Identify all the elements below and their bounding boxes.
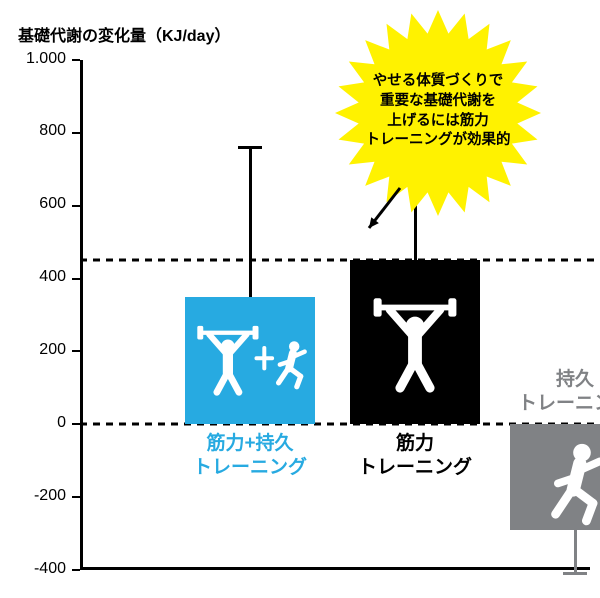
y-tick-label: 600 [6,195,66,213]
y-tick-label: 200 [6,341,66,359]
starburst-text: やせる体質づくりで 重要な基礎代謝を 上げるには筋力 トレーニングが効果的 [358,72,518,150]
errorbar-cap-combined [238,146,262,149]
bar-endurance [510,424,600,530]
y-tick-label: -200 [6,487,66,505]
y-tick-label: 0 [6,414,66,432]
y-axis-title: 基礎代謝の変化量（KJ/day） [18,22,230,46]
y-tick [72,59,80,61]
y-tick [72,205,80,207]
category-label-combined: 筋力+持久 トレーニング [170,432,330,480]
y-tick [72,132,80,134]
y-tick [72,569,80,571]
bar-combined [185,297,315,425]
bar-strength [350,260,480,424]
y-tick-label: -400 [6,560,66,578]
y-axis [80,60,83,570]
run-icon [510,424,600,530]
category-label-strength: 筋力 トレーニング [335,432,495,480]
y-tick [72,278,80,280]
y-tick-label: 400 [6,268,66,286]
errorbar-endurance [574,530,577,574]
y-tick [72,496,80,498]
callout-arrow [358,177,411,239]
lift+run-icon [185,297,315,425]
errorbar-combined [249,147,252,296]
y-tick [72,423,80,425]
x-axis [80,567,590,570]
y-tick-label: 1.000 [6,50,66,68]
y-tick-label: 800 [6,122,66,140]
errorbar-cap-endurance [563,572,587,575]
reference-line [80,258,600,262]
category-label-endurance: 持久 トレーニング [495,368,600,416]
y-tick [72,350,80,352]
lift-icon [350,260,480,424]
